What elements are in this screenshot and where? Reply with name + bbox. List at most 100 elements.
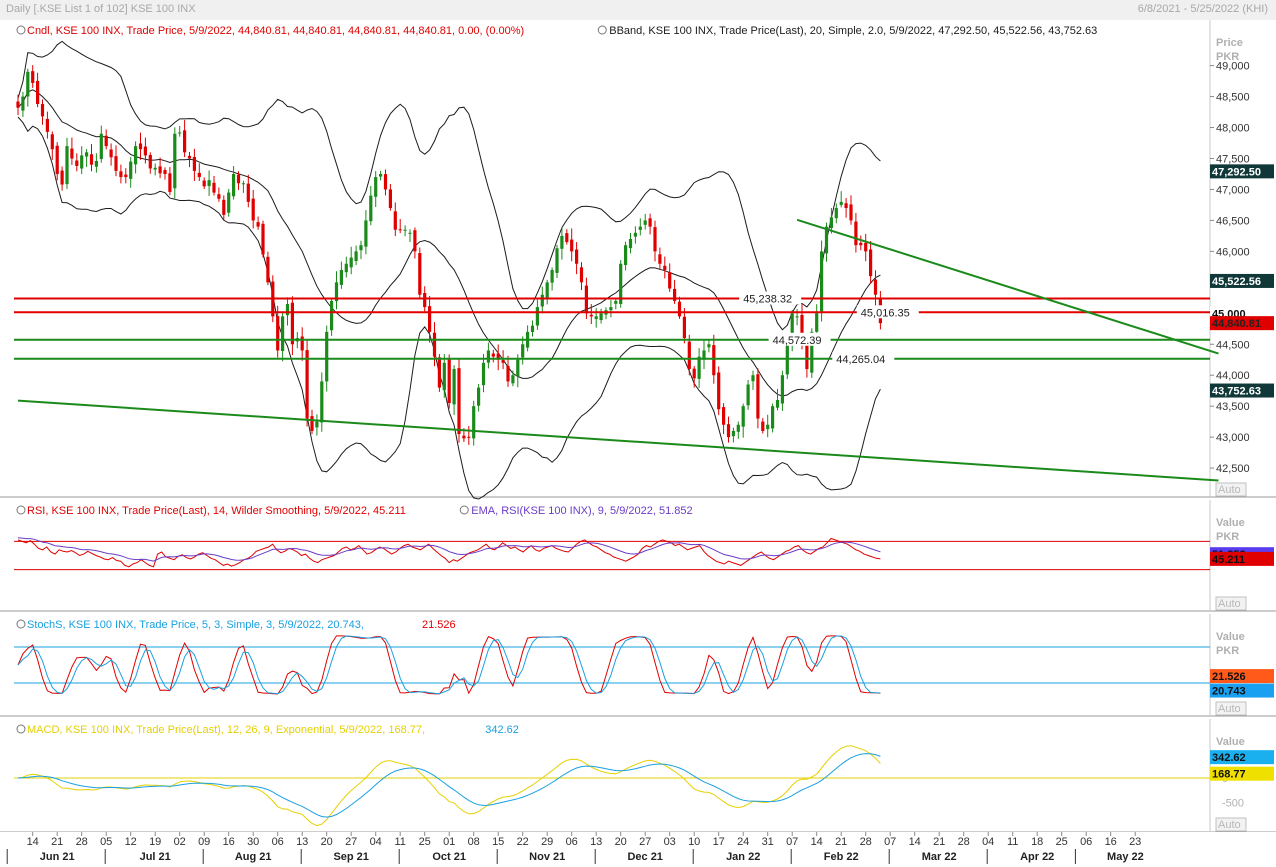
candle-164 [820,240,824,322]
candle-body [153,167,157,170]
candle-67 [344,256,348,278]
candle-46 [241,180,245,193]
candle-166 [829,207,833,234]
candle-128 [643,213,647,230]
candle-20 [114,145,118,177]
candle-body [325,331,329,382]
candle-133 [668,263,672,292]
candle-body [442,362,446,391]
candle-70 [359,240,363,260]
candle-13 [80,146,84,175]
candle-body [349,257,353,268]
candle-body [726,424,731,438]
candle-body [859,242,863,246]
candle-79 [403,225,407,237]
x-month-label: Sep 21 [333,851,368,863]
candle-body [45,118,49,132]
candle-11 [70,137,74,165]
candle-135 [677,296,682,319]
candle-body [501,360,505,363]
candle-10 [65,137,69,190]
panel-background [0,614,1276,716]
legend-text: BBand, KSE 100 INX, Trade Price(Last), 2… [609,25,1097,37]
trend-line-1 [796,218,1219,355]
y-tick-label: 42,500 [1216,463,1250,475]
x-day-label: 21 [51,836,63,848]
candle-body [766,424,770,430]
x-day-label: 21 [933,836,945,848]
candle-134 [673,279,677,304]
candle-body [687,341,691,370]
candle-175 [873,270,878,306]
macd-panel[interactable]: MACD, KSE 100 INX, Trade Price(Last), 12… [0,719,1276,833]
auto-label: Auto [1218,703,1241,715]
candle-body [638,226,642,230]
candle-body [771,406,775,429]
price-tag-3-bg [1210,316,1274,331]
rsi-panel[interactable]: RSI, KSE 100 INX, Trade Price(Last), 14,… [0,500,1276,612]
axis-title: Value [1216,517,1245,529]
candle-173 [864,233,868,262]
candle-48 [251,189,255,229]
legend-icon [459,505,469,515]
price-tag-3: 44,840.81 [1212,318,1261,330]
candle-150 [751,370,755,390]
candle-22 [124,168,128,184]
x-day-label: 27 [345,836,357,848]
candle-88 [447,354,451,409]
candle-17 [99,125,103,163]
price-tag-4: 43,752.63 [1212,386,1261,398]
candle-body [643,220,647,225]
candle-body [594,316,598,320]
x-day-label: 06 [566,836,578,848]
x-day-label: 23 [1129,836,1141,848]
x-month-label: Dec 21 [627,851,662,863]
legend-text: 342.62 [485,724,519,736]
candle-131 [658,247,662,270]
candle-38 [202,177,206,190]
candle-126 [633,226,637,244]
candle-129 [648,213,652,235]
auto-button-bg [1215,596,1247,611]
candle-body [457,368,461,435]
stoch-d-tag: 20.743 [1212,686,1246,698]
candle-37 [197,163,201,182]
x-day-label: 21 [835,836,847,848]
candle-59 [305,339,309,427]
candle-75 [383,169,388,196]
candle-body [65,146,69,185]
candle-body [663,265,667,270]
x-day-label: 28 [76,836,88,848]
candle-body [148,155,152,169]
stochastic-panel[interactable]: StochS, KSE 100 INX, Trade Price, 5, 3, … [0,614,1276,717]
price-tag-0: 47,292.50 [1212,166,1261,178]
candle-body [173,133,177,189]
candle-body [570,239,574,252]
candle-body [589,314,593,317]
legend-text: RSI, KSE 100 INX, Trade Price(Last), 14,… [27,505,406,517]
stoch-d-tag-bg [1210,683,1274,698]
candle-74 [379,170,383,181]
candle-body [36,80,40,105]
candle-24 [134,141,138,174]
x-day-label: 03 [664,836,676,848]
chart-canvas[interactable]: Cndl, KSE 100 INX, Trade Price, 5/9/2022… [0,20,1276,867]
x-axis: 14 21 28 05 12 19 02 09 16 30 06 13 20 27 04 11 25 01 08 15… [0,832,1276,867]
axis-title: Value [1216,631,1245,643]
candle-93 [472,400,476,446]
candle-100 [506,355,510,387]
candle-body [751,375,755,382]
candle-body [119,171,123,178]
stoch-k-line [17,635,881,695]
candle-body [535,307,539,326]
candle-body [673,288,677,301]
candle-body [692,368,696,379]
candle-86 [437,354,441,392]
x-day-label: 10 [688,836,700,848]
candle-96 [486,342,490,369]
candle-body [75,160,79,166]
candle-16 [94,153,98,173]
price-panel[interactable]: Cndl, KSE 100 INX, Trade Price, 5/9/2022… [0,20,1276,500]
axis-title: Value [1216,736,1245,748]
candle-130 [653,220,657,262]
